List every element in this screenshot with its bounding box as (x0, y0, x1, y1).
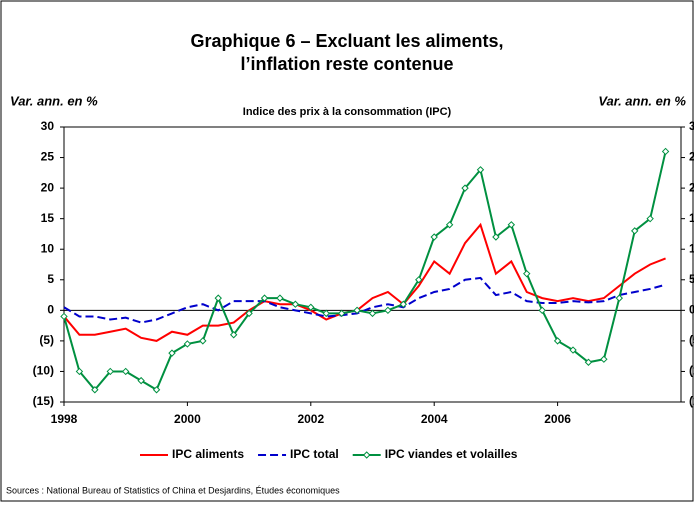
x-tick-label: 2004 (421, 412, 448, 426)
y2-tick-label: 10 (689, 241, 694, 255)
y2-axis-label: Var. ann. en % (598, 93, 686, 108)
y-tick-label: 30 (41, 119, 55, 133)
point-marker (507, 221, 516, 229)
point-marker (337, 309, 346, 318)
y2-tick-label: (10) (689, 364, 694, 378)
point-marker (152, 386, 161, 394)
point-marker (183, 340, 192, 348)
x-tick-label: 2002 (297, 412, 324, 426)
y-tick-label: 0 (47, 303, 54, 317)
point-marker (553, 337, 562, 345)
point-marker (353, 306, 361, 315)
point-marker (75, 367, 84, 376)
point-marker (384, 306, 392, 315)
point-marker (245, 309, 253, 318)
point-marker (430, 233, 438, 241)
y-tick-label: 5 (47, 272, 54, 286)
point-marker (307, 303, 315, 311)
y-tick-label: (5) (39, 333, 54, 347)
x-tick-label: 2000 (174, 412, 201, 426)
point-marker (291, 300, 300, 308)
point-marker (615, 294, 624, 302)
point-marker (569, 346, 577, 354)
point-marker (523, 269, 531, 278)
point-marker (229, 331, 238, 339)
point-marker (121, 367, 130, 376)
point-marker (584, 358, 593, 366)
point-marker (399, 300, 408, 308)
point-marker (137, 376, 145, 385)
point-marker (260, 294, 269, 302)
source: Sources : National Bureau of Statistics … (6, 485, 340, 495)
point-marker (368, 309, 377, 318)
legend-label: IPC total (290, 447, 339, 461)
point-marker (476, 166, 485, 174)
legend-label: IPC aliments (172, 447, 244, 461)
legend-marker (362, 451, 371, 459)
plot-area (63, 126, 682, 403)
point-marker (276, 294, 284, 302)
point-marker (106, 367, 114, 376)
y-tick-label: 25 (41, 150, 55, 164)
point-marker (445, 221, 454, 229)
point-marker (661, 147, 670, 156)
chart-title: l’inflation reste contenue (240, 54, 453, 74)
subtitle: Indice des prix à la consommation (IPC) (243, 106, 452, 118)
series-line (63, 276, 666, 324)
point-marker (322, 309, 330, 318)
y2-tick-label: 15 (689, 211, 694, 225)
point-marker (199, 337, 207, 345)
y2-tick-label: 20 (689, 180, 694, 194)
point-marker (91, 386, 99, 394)
y-tick-label: 15 (41, 211, 55, 225)
point-marker (214, 294, 222, 302)
y-tick-label: (10) (33, 364, 54, 378)
chart-title: Graphique 6 – Excluant les aliments, (190, 31, 503, 51)
point-marker (415, 276, 423, 284)
series-line (63, 222, 666, 342)
legend-label: IPC viandes et volailles (385, 447, 518, 461)
y-tick-label: 20 (41, 180, 55, 194)
point-marker (538, 306, 546, 315)
y-tick-label: 10 (41, 241, 55, 255)
point-marker (600, 355, 608, 363)
y2-tick-label: 25 (689, 150, 694, 164)
point-marker (492, 233, 500, 241)
point-marker (631, 227, 639, 235)
point-marker (60, 312, 68, 321)
point-marker (461, 184, 469, 192)
y2-tick-label: 0 (689, 303, 694, 317)
y2-tick-label: (15) (689, 394, 694, 408)
y2-tick-label: 5 (689, 272, 694, 286)
point-marker (646, 214, 654, 223)
x-tick-label: 2006 (544, 412, 571, 426)
y2-tick-label: 30 (689, 119, 694, 133)
y-tick-label: (15) (33, 394, 54, 408)
point-marker (168, 349, 176, 357)
y2-tick-label: (5) (689, 333, 694, 347)
x-tick-label: 1998 (51, 412, 78, 426)
y-axis-label: Var. ann. en % (10, 93, 98, 108)
series-line (63, 151, 667, 392)
